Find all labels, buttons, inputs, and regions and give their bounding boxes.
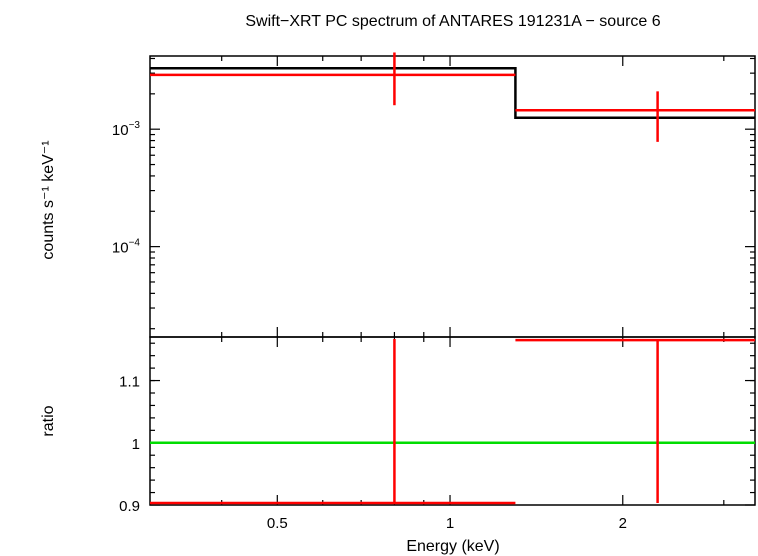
ratio-panel-frame bbox=[149, 336, 756, 506]
model-step-line bbox=[150, 67, 755, 120]
data-series bbox=[150, 52, 755, 505]
y-tick-label: 10−4 bbox=[112, 238, 141, 257]
plot-frames bbox=[149, 55, 756, 506]
x-tick-label: 0.5 bbox=[267, 515, 288, 532]
x-axis-label: Energy (keV) bbox=[406, 538, 499, 555]
y-tick-label-base: 10 bbox=[112, 240, 129, 257]
model-series bbox=[150, 67, 755, 120]
y-tick-label-exponent: −4 bbox=[129, 238, 141, 249]
y-tick-label: 0.9 bbox=[119, 498, 140, 515]
y-tick-label-base: 10 bbox=[112, 122, 129, 139]
y-tick-label: 1.1 bbox=[119, 374, 140, 391]
y-axis-label-ratio: ratio bbox=[40, 405, 57, 436]
spectrum-panel-frame bbox=[149, 55, 756, 338]
axis-ticks bbox=[150, 56, 755, 506]
y-tick-label-exponent: −3 bbox=[129, 120, 141, 131]
chart-title: Swift−XRT PC spectrum of ANTARES 191231A… bbox=[245, 13, 660, 30]
y-tick-label: 1 bbox=[132, 436, 140, 453]
y-tick-label: 10−3 bbox=[112, 120, 141, 139]
x-tick-label: 2 bbox=[619, 515, 627, 532]
x-tick-label: 1 bbox=[446, 515, 454, 532]
y-axis-label-spectrum: counts s⁻¹ keV⁻¹ bbox=[40, 140, 57, 259]
tick-labels: 10−310−40.911.10.5 1 2 bbox=[112, 120, 627, 532]
